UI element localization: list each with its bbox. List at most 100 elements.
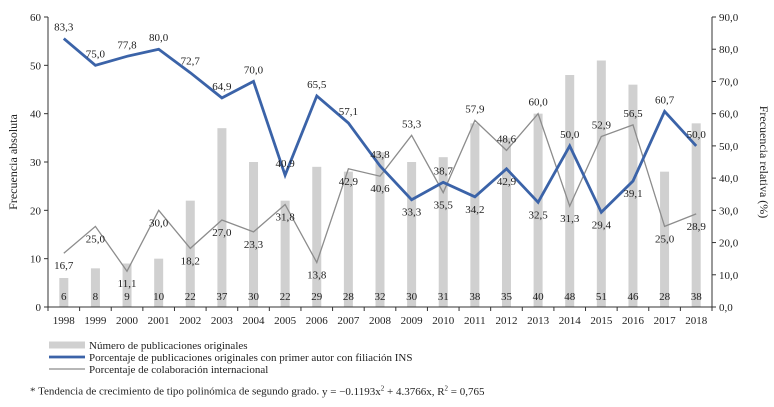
bar-label-2018: 38 — [691, 291, 703, 303]
bar-label-1999: 8 — [93, 291, 99, 303]
bar-2017 — [660, 171, 670, 307]
y-tick-label-right: 10,0 — [719, 270, 739, 282]
y-tick-label-left: 50 — [30, 60, 42, 72]
point-label-blue-2010: 38,7 — [434, 165, 454, 177]
x-tick-label-2006: 2006 — [306, 315, 329, 327]
point-label-gray-2015: 52,9 — [592, 120, 612, 132]
bar-label-2010: 31 — [438, 291, 449, 303]
point-label-gray-2002: 18,2 — [181, 255, 200, 267]
y-tick-label-right: 70,0 — [719, 76, 739, 88]
legend-label-blue: Porcentaje de publicaciones originales c… — [89, 352, 412, 364]
point-label-blue-1998: 83,3 — [54, 22, 74, 34]
point-label-blue-2009: 33,3 — [402, 207, 422, 219]
point-label-gray-2004: 23,3 — [244, 239, 264, 251]
point-label-gray-2016: 56,5 — [623, 108, 643, 120]
bar-label-2009: 30 — [406, 291, 418, 303]
bar-2014 — [565, 75, 575, 307]
bar-2015 — [596, 60, 606, 307]
bar-label-2017: 28 — [659, 291, 671, 303]
line-labels-layer: 83,3 75,0 77,8 80,0 72,7 64,9 70,0 40,9 65,5 57,1… — [54, 22, 706, 291]
bar-label-2014: 48 — [564, 291, 576, 303]
bar-label-2016: 46 — [627, 291, 639, 303]
bar-label-2006: 29 — [311, 291, 323, 303]
bar-2012 — [501, 137, 511, 307]
point-label-gray-2006: 13,8 — [307, 270, 327, 282]
bar-2010 — [438, 157, 448, 307]
bar-2008 — [375, 152, 385, 307]
bar-2005 — [280, 200, 290, 307]
legend-swatch-bar — [49, 341, 85, 349]
bar-2013 — [533, 113, 543, 308]
point-label-blue-1999: 75,0 — [86, 48, 106, 60]
point-label-blue-2011: 34,2 — [465, 204, 484, 216]
legend: Número de publicaciones originalesPorcen… — [49, 340, 412, 376]
axes-layer: 0 10 20 30 40 50 60 0,0 10,0 20,0 30,0 40,0 50,0 60,0… — [6, 12, 771, 327]
point-label-blue-2016: 39,1 — [623, 188, 642, 200]
x-tick-label-1999: 1999 — [84, 315, 107, 327]
bar-2011 — [470, 123, 480, 307]
y-tick-label-left: 30 — [30, 157, 42, 169]
bar-label-2005: 22 — [280, 291, 291, 303]
x-tick-label-2012: 2012 — [495, 315, 517, 327]
x-tick-label-2017: 2017 — [654, 315, 677, 327]
y-tick-label-right: 0,0 — [719, 302, 733, 314]
bar-label-2007: 28 — [343, 291, 355, 303]
y-tick-label-right: 50,0 — [719, 141, 739, 153]
bar-label-2000: 9 — [124, 291, 130, 303]
bar-2004 — [249, 162, 259, 307]
x-tick-label-2007: 2007 — [337, 315, 360, 327]
point-label-gray-2012: 48,6 — [497, 133, 517, 145]
y-tick-label-left: 10 — [30, 254, 42, 266]
bar-1999 — [90, 268, 100, 307]
x-tick-label-2009: 2009 — [401, 315, 424, 327]
x-tick-label-2003: 2003 — [211, 315, 234, 327]
x-tick-label-2000: 2000 — [116, 315, 139, 327]
bar-label-1998: 6 — [61, 291, 67, 303]
footnote-marker: * — [30, 385, 36, 398]
y-tick-label-left: 40 — [30, 109, 42, 121]
x-tick-label-2005: 2005 — [274, 315, 297, 327]
x-tick-label-1998: 1998 — [53, 315, 76, 327]
footnote: * Tendencia de crecimiento de tipo polin… — [30, 384, 485, 398]
bar-2009 — [407, 162, 417, 307]
point-label-blue-2003: 64,9 — [212, 81, 232, 93]
point-label-blue-2017: 60,7 — [655, 94, 675, 106]
point-label-blue-2002: 72,7 — [181, 56, 201, 68]
lines-layer — [62, 37, 698, 273]
line-primer-autor-ins — [62, 37, 698, 215]
footnote-equation: y = −0.1193x2 + 4.3766x, R2 = 0,765 — [321, 384, 485, 398]
y-tick-label-left: 60 — [30, 12, 42, 24]
point-label-gray-2014: 31,3 — [560, 213, 580, 225]
point-label-gray-2018: 28,9 — [687, 221, 707, 233]
point-label-gray-2007: 42,9 — [339, 176, 359, 188]
y-tick-label-right: 60,0 — [719, 109, 739, 121]
y-tick-label-right: 80,0 — [719, 44, 739, 56]
bar-2007 — [343, 171, 353, 307]
bar-2016 — [628, 84, 638, 308]
legend-label-gray: Porcentaje de colaboración internacional — [89, 364, 268, 376]
point-label-gray-2000: 11,1 — [118, 278, 137, 290]
bar-label-2004: 30 — [248, 291, 260, 303]
bar-label-2011: 38 — [469, 291, 481, 303]
bar-label-2008: 32 — [375, 291, 386, 303]
x-tick-label-2001: 2001 — [148, 315, 170, 327]
point-label-blue-2001: 80,0 — [149, 32, 169, 44]
point-label-blue-2008: 43,8 — [370, 149, 390, 161]
x-tick-label-2018: 2018 — [685, 315, 708, 327]
point-label-gray-1999: 25,0 — [86, 233, 106, 245]
point-label-blue-2012: 42,9 — [497, 176, 517, 188]
x-tick-label-2011: 2011 — [464, 315, 486, 327]
x-tick-label-2002: 2002 — [179, 315, 201, 327]
point-label-blue-2000: 77,8 — [117, 39, 137, 51]
bar-label-2003: 37 — [216, 291, 228, 303]
point-label-blue-2006: 65,5 — [307, 79, 327, 91]
y-tick-label-right: 40,0 — [719, 173, 739, 185]
point-label-gray-2011: 57,9 — [465, 103, 485, 115]
point-label-blue-2007: 57,1 — [339, 106, 358, 118]
y-tick-label-left: 20 — [30, 205, 42, 217]
line-colaboracion-internacional — [63, 112, 697, 273]
bar-2018 — [691, 123, 701, 307]
y-tick-label-right: 20,0 — [719, 238, 739, 250]
point-label-gray-2001: 30,0 — [149, 217, 169, 229]
bar-label-2015: 51 — [596, 291, 607, 303]
